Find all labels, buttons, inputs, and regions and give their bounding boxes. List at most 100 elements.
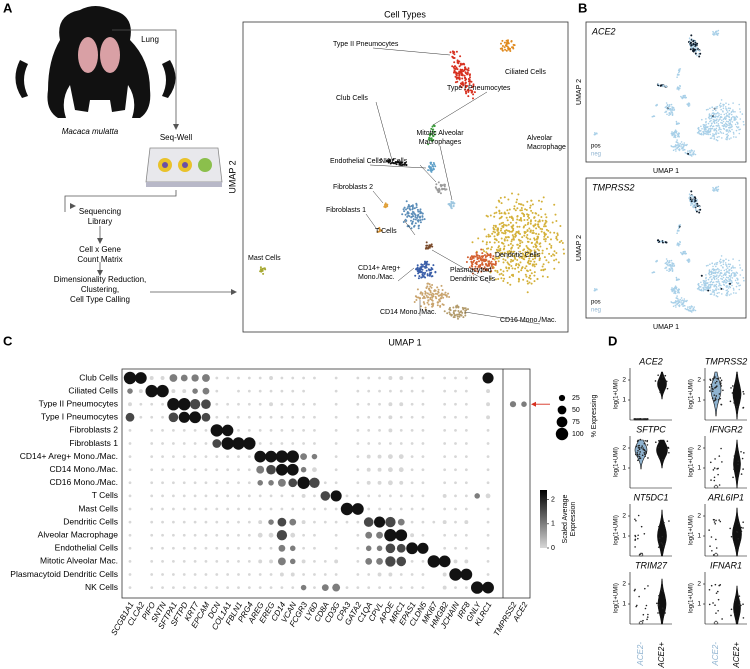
cell-point [523,215,525,218]
cell-point [553,203,556,206]
cell-point [687,306,689,308]
cell-point [673,131,676,134]
cell-point [490,248,492,251]
cell-point [724,106,727,108]
cell-point [520,207,523,209]
cell-point [437,290,440,293]
pipeline-step: Dimensionality Reduction, [54,275,147,284]
row-label: Alveolar Macrophage [38,529,119,539]
cell-point [702,133,705,136]
cell-point [537,223,540,226]
cell-point [542,263,545,266]
cell-point [515,231,518,233]
dot [215,494,219,498]
cell-point [722,274,725,277]
cell-point [674,136,677,139]
cell-point [721,122,724,124]
cell-point [708,529,710,531]
dot [399,507,403,511]
cell-point [513,205,516,208]
cell-point [668,105,671,107]
cell-point [419,208,422,211]
cell-point [671,269,674,271]
dot [193,455,197,458]
cell-point [691,195,694,197]
cell-point [431,284,434,286]
dot [397,518,405,526]
dot [302,429,305,432]
cell-point [715,280,718,283]
cell-point [406,207,409,210]
cell-point [721,461,723,463]
cell-point [715,109,717,112]
cell-point [499,247,502,250]
cell-point [722,276,725,279]
cell-point [519,261,522,264]
cell-point [671,134,673,137]
dot [399,376,404,380]
cell-point [484,254,486,257]
dot [312,467,317,473]
cell-point [678,278,680,281]
cell-point [715,119,717,122]
dot [172,520,175,524]
dot [464,455,468,458]
cell-point [439,192,442,195]
cell-point [437,288,440,291]
dot [378,494,381,498]
cell-point [726,267,729,269]
cell-point [462,84,465,87]
cell-point [454,71,457,74]
legend-label: neg [591,308,601,314]
cell-point [432,293,435,296]
cell-point [494,278,497,281]
cell-point [444,291,447,294]
leader-line [369,164,427,169]
dot [421,507,425,511]
cell-point [427,288,430,290]
cell-point [421,212,424,215]
dot [486,481,490,485]
cell-point [728,109,731,112]
cell-point [711,549,713,552]
cell-point [696,132,699,134]
cell-point [485,263,488,266]
cell-point [506,239,509,242]
cell-point [422,301,425,304]
cell-point [670,268,672,270]
cell-point [712,33,715,36]
cell-point [713,128,715,130]
cell-point [646,444,649,446]
dot [454,402,457,406]
cell-point [722,288,725,291]
cell-point [529,206,532,209]
size-legend-label: 100 [572,431,584,438]
cell-point [680,297,683,299]
cell-point [689,48,692,51]
dot [226,573,230,576]
cell-point [695,210,698,213]
cell-point [465,92,468,95]
cell-point [525,245,528,247]
y-tick-label: 2 [622,581,626,588]
dot [277,517,287,527]
dot [302,507,305,511]
cell-point [705,120,707,123]
cell-point [494,231,496,234]
dot [330,490,342,502]
cell-point [519,209,522,212]
dot [302,546,305,550]
cell-point [739,108,741,110]
cell-point [669,269,671,272]
dot [454,376,457,380]
dot [366,467,371,472]
cell-point [682,302,685,304]
cell-point [676,295,678,297]
cluster-label: CD14+ Areg+ [358,265,400,272]
dot [226,494,230,498]
cell-point [672,106,675,109]
cell-point [702,288,705,290]
cell-point [719,272,722,274]
cell-point [637,534,639,537]
cell-point [511,267,514,270]
